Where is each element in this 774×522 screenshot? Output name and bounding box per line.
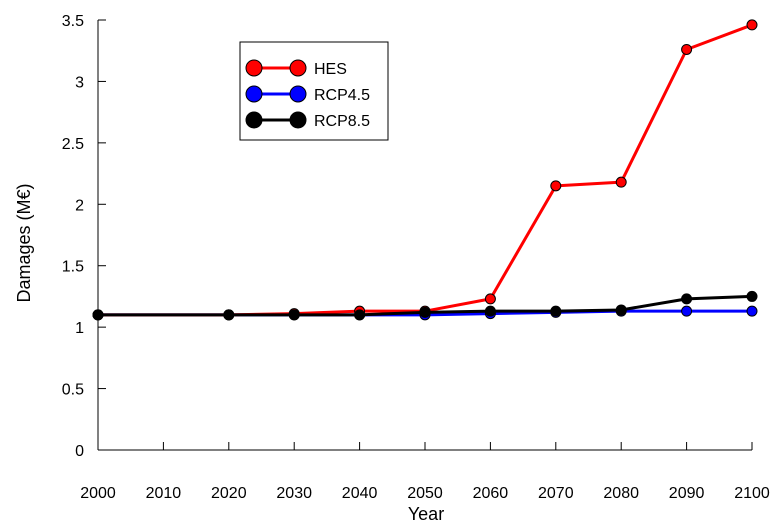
y-tick-label: 3	[75, 74, 84, 91]
data-point	[746, 305, 758, 317]
legend-item: RCP4.5	[245, 85, 370, 104]
x-tick-label: 2080	[603, 485, 639, 502]
data-point	[615, 176, 627, 188]
legend-marker	[289, 85, 307, 103]
data-point	[354, 309, 366, 321]
x-tick-label: 2000	[80, 485, 116, 502]
y-tick-label: 0.5	[62, 382, 84, 399]
data-point	[288, 309, 300, 321]
legend-marker	[245, 59, 263, 77]
x-tick-label: 2070	[538, 485, 574, 502]
data-point	[550, 180, 562, 192]
data-point	[746, 19, 758, 31]
y-tick-label: 2.5	[62, 136, 84, 153]
axes: 0 0.5 1 1.5 2 2.5 3 3.5 2000 2010 2020 2030 2040 2050…	[62, 13, 770, 502]
legend: HES RCP4.5 RCP8.5	[239, 41, 389, 141]
data-point	[484, 293, 496, 305]
x-tick-label: 2040	[342, 485, 378, 502]
series-layer	[92, 19, 758, 321]
data-point	[681, 43, 693, 55]
series-hes	[92, 19, 758, 321]
data-point	[746, 290, 758, 302]
y-tick-label: 3.5	[62, 13, 84, 30]
legend-marker	[245, 85, 263, 103]
data-point	[92, 309, 104, 321]
y-tick-label: 2	[75, 197, 84, 214]
x-tick-label: 2030	[276, 485, 312, 502]
legend-box	[239, 41, 389, 141]
data-point	[419, 306, 431, 318]
legend-item: HES	[245, 59, 347, 78]
data-point	[615, 304, 627, 316]
legend-marker	[289, 111, 307, 129]
series-rcp8-5	[92, 290, 758, 321]
y-axis-label: Damages (M€)	[14, 183, 34, 302]
data-point	[223, 309, 235, 321]
y-tick-label: 1	[75, 320, 84, 337]
series-line	[98, 294, 753, 317]
data-point	[681, 305, 693, 317]
x-tick-label: 2090	[669, 485, 705, 502]
x-axis-label: Year	[408, 504, 444, 522]
legend-label: HES	[314, 61, 347, 78]
data-point	[484, 305, 496, 317]
x-tick-label: 2100	[734, 485, 770, 502]
x-tick-label: 2020	[211, 485, 247, 502]
legend-marker	[289, 59, 307, 77]
series-line	[98, 23, 753, 317]
legend-marker	[245, 111, 263, 129]
y-tick-label: 0	[75, 443, 84, 460]
y-tick-label: 1.5	[62, 259, 84, 276]
legend-item: RCP8.5	[245, 111, 370, 130]
x-tick-label: 2050	[407, 485, 443, 502]
legend-label: RCP8.5	[314, 113, 370, 130]
x-tick-label: 2010	[146, 485, 182, 502]
data-point	[550, 305, 562, 317]
data-point	[681, 293, 693, 305]
x-tick-label: 2060	[473, 485, 509, 502]
legend-label: RCP4.5	[314, 87, 370, 104]
